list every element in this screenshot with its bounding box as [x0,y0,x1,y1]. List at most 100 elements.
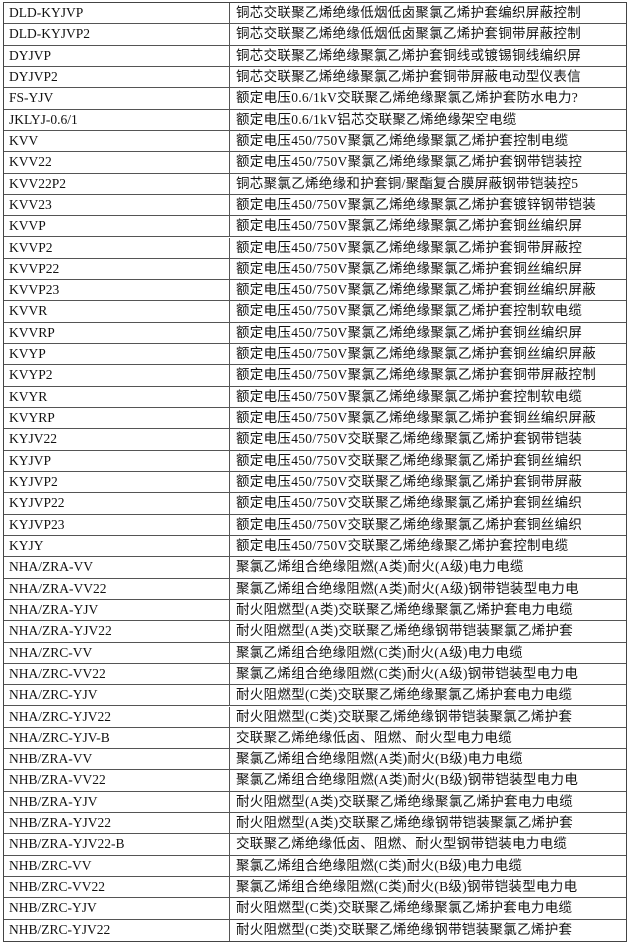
description-cell: 额定电压0.6/1kV铝芯交联聚乙烯绝缘架空电缆 [236,111,517,127]
description-cell: 聚氯乙烯组合绝缘阻燃(C类)耐火(B级)电力电缆 [236,857,523,873]
table-row: NHB/ZRA-YJV 耐火阻燃型(A类)交联聚乙烯绝缘聚氯乙烯护套电力电缆 [4,791,626,814]
table-row: KVYR 额定电压450/750V聚氯乙烯绝缘聚氯乙烯护套控制软电缆 [4,386,626,409]
description-cell: 额定电压0.6/1kV交联聚乙烯绝缘聚氯乙烯护套防水电力? [236,90,579,106]
description-cell: 额定电压450/750V聚氯乙烯绝缘聚氯乙烯护套铜丝编织屏蔽 [236,282,596,298]
table-row: KYJVP22 额定电压450/750V交联聚乙烯绝缘聚氯乙烯护套铜丝编织 [4,493,626,515]
table-row: KVYP 额定电压450/750V聚氯乙烯绝缘聚氯乙烯护套铜丝编织屏蔽 [4,344,626,366]
description-cell: 耐火阻燃型(C类)交联聚乙烯绝缘聚氯乙烯护套电力电缆 [236,900,573,916]
model-cell: KYJVP2 [4,472,230,493]
model-cell: KVVP2 [4,237,230,258]
description-cell: 铜芯聚氯乙烯绝缘和护套铜/聚酯复合膜屏蔽钢带铠装控5 [236,175,579,191]
model-cell: DLD-KYJVP2 [4,24,230,45]
table-row: KVV22P2 铜芯聚氯乙烯绝缘和护套铜/聚酯复合膜屏蔽钢带铠装控5 [4,173,626,195]
model-cell: NHA/ZRC-YJV22 [4,706,230,727]
model-cell: NHB/ZRA-VV [4,749,230,770]
table-row: NHB/ZRC-YJV22 耐火阻燃型(C类)交联聚乙烯绝缘钢带铠装聚氯乙烯护套 [4,919,626,941]
table-row: NHA/ZRA-YJV22 耐火阻燃型(A类)交联聚乙烯绝缘钢带铠装聚氯乙烯护套 [4,621,626,643]
description-cell: 额定电压450/750V聚氯乙烯绝缘聚氯乙烯护套控制电缆 [236,132,569,148]
model-cell: KVYR [4,386,230,408]
description-cell: 交联聚乙烯绝缘低卤、阻燃、耐火型钢带铠装电力电缆 [236,836,568,852]
model-cell: DLD-KYJVP [4,3,230,24]
model-cell: KVVP23 [4,280,230,301]
description-cell: 额定电压450/750V聚氯乙烯绝缘聚氯乙烯护套铜丝编织屏 [236,260,583,276]
description-cell: 耐火阻燃型(C类)交联聚乙烯绝缘钢带铠装聚氯乙烯护套 [236,708,573,724]
description-cell: 耐火阻燃型(A类)交联聚乙烯绝缘聚氯乙烯护套电力电缆 [236,793,574,809]
description-cell: 额定电压450/750V交联聚乙烯绝缘聚氯乙烯护套铜丝编织 [236,516,583,532]
table-row: NHB/ZRA-YJV22 耐火阻燃型(A类)交联聚乙烯绝缘钢带铠装聚氯乙烯护套 [4,813,626,835]
model-cell: NHA/ZRA-YJV [4,599,230,621]
table-row: NHB/ZRC-YJV 耐火阻燃型(C类)交联聚乙烯绝缘聚氯乙烯护套电力电缆 [4,898,626,920]
table-row: KVV22 额定电压450/750V聚氯乙烯绝缘聚氯乙烯护套钢带铠装控 [4,152,626,174]
table-row: NHA/ZRA-VV 聚氯乙烯组合绝缘阻燃(A类)耐火(A级)电力电缆 [4,557,626,579]
description-cell: 铜芯交联聚乙烯绝缘低烟低卤聚氯乙烯护套编织屏蔽控制 [236,5,581,20]
table-row: NHB/ZRC-VV22 聚氯乙烯组合绝缘阻燃(C类)耐火(B级)钢带铠装型电力电 [4,877,626,899]
model-cell: NHA/ZRA-VV22 [4,578,230,599]
model-cell: KVYP [4,344,230,365]
description-cell: 额定电压450/750V聚氯乙烯绝缘聚氯乙烯护套铜丝编织屏蔽 [236,346,596,362]
model-cell: JKLYJ-0.6/1 [4,109,230,130]
description-cell: 额定电压450/750V交联聚乙烯绝缘聚乙烯护套控制电缆 [236,537,569,553]
model-cell: KVV [4,130,230,152]
model-cell: NHB/ZRC-VV22 [4,877,230,898]
model-cell: KVV22P2 [4,173,230,194]
table-row: NHA/ZRC-YJV-B 交联聚乙烯绝缘低卤、阻燃、耐火型电力电缆 [4,727,626,750]
model-cell: KVVP22 [4,258,230,280]
table-row: NHB/ZRA-YJV22-B 交联聚乙烯绝缘低卤、阻燃、耐火型钢带铠装电力电缆 [4,834,626,856]
description-cell: 额定电压450/750V交联聚乙烯绝缘聚氯乙烯护套铜丝编织 [236,452,583,468]
description-cell: 耐火阻燃型(A类)交联聚乙烯绝缘钢带铠装聚氯乙烯护套 [236,815,574,831]
model-cell: NHB/ZRC-YJV [4,898,230,919]
table-row: KVV 额定电压450/750V聚氯乙烯绝缘聚氯乙烯护套控制电缆 [4,130,626,153]
table-row: DLD-KYJVP2 铜芯交联聚乙烯绝缘低烟低卤聚氯乙烯护套铜带屏蔽控制 [4,24,626,46]
model-cell: KVVP [4,216,230,237]
table-row: NHB/ZRA-VV22 聚氯乙烯组合绝缘阻燃(A类)耐火(B级)钢带铠装型电力电 [4,770,626,792]
description-cell: 额定电压450/750V聚氯乙烯绝缘聚氯乙烯护套铜带屏蔽控 [236,239,583,255]
table-row: NHA/ZRC-VV 聚氯乙烯组合绝缘阻燃(C类)耐火(A级)电力电缆 [4,642,626,664]
table-row: KVVRP 额定电压450/750V聚氯乙烯绝缘聚氯乙烯护套铜丝编织屏 [4,322,626,345]
table-row: FS-YJV 额定电压0.6/1kV交联聚乙烯绝缘聚氯乙烯护套防水电力? [4,88,626,110]
description-cell: 耐火阻燃型(A类)交联聚乙烯绝缘聚氯乙烯护套电力电缆 [236,601,574,617]
model-cell: KVVRP [4,322,230,344]
model-cell: KYJVP22 [4,493,230,514]
description-cell: 额定电压450/750V聚氯乙烯绝缘聚氯乙烯护套铜丝编织屏 [236,218,583,234]
description-cell: 额定电压450/750V聚氯乙烯绝缘聚氯乙烯护套铜丝编织屏 [236,324,583,340]
model-cell: DYJVP [4,45,230,66]
table-row: NHA/ZRC-YJV22 耐火阻燃型(C类)交联聚乙烯绝缘钢带铠装聚氯乙烯护套 [4,706,626,728]
table-row: KVVP2 额定电压450/750V聚氯乙烯绝缘聚氯乙烯护套铜带屏蔽控 [4,237,626,259]
table-row: NHA/ZRA-VV22 聚氯乙烯组合绝缘阻燃(A类)耐火(A级)钢带铠装型电力电 [4,578,626,600]
model-cell: NHB/ZRA-YJV [4,791,230,813]
description-cell: 聚氯乙烯组合绝缘阻燃(C类)耐火(B级)钢带铠装型电力电 [236,879,578,895]
model-cell: NHA/ZRC-VV [4,642,230,663]
description-cell: 聚氯乙烯组合绝缘阻燃(A类)耐火(A级)钢带铠装型电力电 [236,580,579,596]
model-cell: NHB/ZRC-VV [4,855,230,877]
description-cell: 额定电压450/750V交联聚乙烯绝缘聚氯乙烯护套钢带铠装 [236,431,583,447]
description-cell: 铜芯交联聚乙烯绝缘聚氯乙烯护套铜线或镀锡铜线编织屏 [236,47,581,63]
table-row: DLD-KYJVP 铜芯交联聚乙烯绝缘低烟低卤聚氯乙烯护套编织屏蔽控制 [4,3,626,25]
table-row: NHB/ZRC-VV 聚氯乙烯组合绝缘阻燃(C类)耐火(B级)电力电缆 [4,855,626,878]
model-cell: FS-YJV [4,88,230,109]
table-row: KYJVP2 额定电压450/750V交联聚乙烯绝缘聚氯乙烯护套铜带屏蔽 [4,472,626,494]
model-cell: KYJVP [4,450,230,471]
model-cell: NHB/ZRA-YJV22-B [4,834,230,855]
table-row: DYJVP2 铜芯交联聚乙烯绝缘聚氯乙烯护套铜带屏蔽电动型仪表信 [4,66,626,89]
model-cell: KYJY [4,535,230,557]
model-cell: NHA/ZRC-YJV-B [4,727,230,749]
table-row: KVV23 额定电压450/750V聚氯乙烯绝缘聚氯乙烯护套镀锌钢带铠装 [4,194,626,217]
model-cell: DYJVP2 [4,66,230,88]
table-row: NHA/ZRC-VV22 聚氯乙烯组合绝缘阻燃(C类)耐火(A级)钢带铠装型电力电 [4,663,626,686]
description-cell: 耐火阻燃型(C类)交联聚乙烯绝缘聚氯乙烯护套电力电缆 [236,687,573,703]
model-cell: KYJVP23 [4,514,230,535]
description-cell: 交联聚乙烯绝缘低卤、阻燃、耐火型电力电缆 [236,729,512,745]
table-row: KVVP23 额定电压450/750V聚氯乙烯绝缘聚氯乙烯护套铜丝编织屏蔽 [4,280,626,302]
table-row: KVVP 额定电压450/750V聚氯乙烯绝缘聚氯乙烯护套铜丝编织屏 [4,216,626,238]
description-cell: 额定电压450/750V聚氯乙烯绝缘聚氯乙烯护套钢带铠装控 [236,154,583,170]
table-row: KYJVP23 额定电压450/750V交联聚乙烯绝缘聚氯乙烯护套铜丝编织 [4,514,626,536]
model-cell: NHB/ZRA-VV22 [4,770,230,791]
table-row: KVVP22 额定电压450/750V聚氯乙烯绝缘聚氯乙烯护套铜丝编织屏 [4,258,626,281]
description-cell: 聚氯乙烯组合绝缘阻燃(C类)耐火(A级)钢带铠装型电力电 [236,665,579,681]
model-cell: NHB/ZRC-YJV22 [4,919,230,941]
description-cell: 额定电压450/750V交联聚乙烯绝缘聚氯乙烯护套铜丝编织 [236,495,583,511]
table-row: KVYP2 额定电压450/750V聚氯乙烯绝缘聚氯乙烯护套铜带屏蔽控制 [4,365,626,387]
model-cell: KVVR [4,301,230,322]
description-cell: 铜芯交联聚乙烯绝缘低烟低卤聚氯乙烯护套铜带屏蔽控制 [236,26,581,42]
table-row: NHA/ZRC-YJV 耐火阻燃型(C类)交联聚乙烯绝缘聚氯乙烯护套电力电缆 [4,685,626,707]
